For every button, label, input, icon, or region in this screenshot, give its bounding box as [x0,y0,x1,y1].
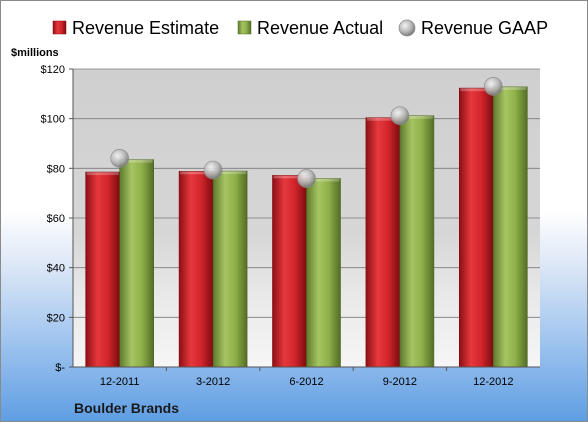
legend-label-gaap: Revenue GAAP [421,18,548,38]
marker-revenue-gaap [203,160,223,180]
marker-revenue-gaap [110,149,130,168]
bar-revenue-estimate [85,171,120,368]
bar-revenue-estimate-highlight [273,175,306,179]
bar-revenue-estimate [272,174,307,368]
bar-revenue-actual-highlight [120,159,153,163]
legend-item-estimate[interactable]: Revenue Estimate [52,18,219,38]
bar-revenue-actual [306,178,341,368]
bar-revenue-actual [399,115,435,368]
x-tick-label: 12-2011 [100,376,140,388]
y-tick-label: $40 [47,263,65,275]
legend-marker-gaap [398,19,416,37]
bars [85,86,528,368]
bar-revenue-actual-highlight [494,86,527,90]
y-tick-label: $- [55,362,65,374]
x-tick-label: 3-2012 [196,376,230,388]
bar-revenue-estimate-highlight [460,88,493,92]
y-unit-label: $millions [11,47,59,59]
legend-label-estimate: Revenue Estimate [72,18,219,38]
y-tick-label: $60 [47,213,65,225]
x-axis-ticks: 12-2011 3-2012 6-2012 9-2012 12-2012 [100,367,513,388]
legend-swatch-actual [237,20,252,35]
bar-revenue-actual [492,86,528,368]
bar-revenue-actual-highlight [214,171,247,175]
legend-swatch-estimate [52,20,67,35]
legend-item-actual[interactable]: Revenue Actual [237,18,383,38]
marker-revenue-gaap [297,169,316,188]
y-tick-label: $100 [41,114,65,126]
bar-revenue-estimate-highlight [86,172,119,176]
legend: Revenue Estimate Revenue Actual Revenue … [52,18,548,38]
bar-revenue-actual [119,159,154,368]
bar-revenue-estimate-highlight [180,171,213,175]
legend-item-gaap[interactable]: Revenue GAAP [398,18,548,38]
bar-revenue-actual-highlight [307,178,340,182]
legend-label-actual: Revenue Actual [257,18,383,38]
gaap-markers [110,77,503,188]
y-tick-label: $120 [41,64,65,76]
company-name: Boulder Brands [74,400,179,416]
x-tick-label: 6-2012 [289,376,323,388]
x-tick-label: 9-2012 [383,376,417,388]
bar-revenue-estimate [365,117,401,368]
marker-revenue-gaap [483,77,503,96]
bar-revenue-estimate [458,87,494,368]
bar-revenue-actual [212,170,248,368]
bar-revenue-estimate-highlight [366,117,399,121]
y-tick-label: $20 [47,312,65,324]
x-tick-label: 12-2012 [473,376,513,388]
y-tick-label: $80 [47,163,65,175]
marker-revenue-gaap [390,106,410,126]
bar-revenue-estimate [178,171,214,368]
bar-revenue-actual-highlight [400,115,433,119]
y-axis-ticks: $- $20 $40 $60 $80 $100 $120 [41,64,66,374]
